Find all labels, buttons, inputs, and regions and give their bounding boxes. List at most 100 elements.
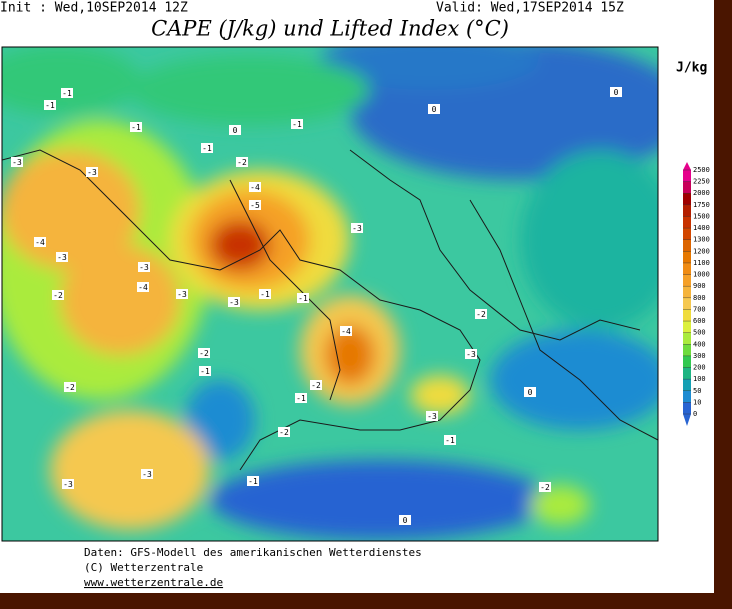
lifted-index-label: -3: [87, 168, 97, 177]
lifted-index-label: -3: [427, 412, 437, 421]
label-box: [278, 427, 290, 437]
label-box: [426, 411, 438, 421]
lifted-index-label: -1: [131, 123, 141, 132]
lifted-index-label: -1: [202, 144, 212, 153]
lifted-index-label: -2: [53, 291, 63, 300]
lifted-index-label: -1: [296, 394, 306, 403]
lifted-index-label: -2: [65, 383, 75, 392]
lifted-index-label: -2: [279, 428, 289, 437]
lifted-index-label: -2: [476, 310, 486, 319]
label-box: [61, 88, 73, 98]
lifted-index-label: 0: [233, 126, 238, 135]
colorbar-label: 700: [693, 305, 706, 313]
label-box: [291, 119, 303, 129]
label-box: [44, 100, 56, 110]
label-box: [249, 182, 261, 192]
label-box: [249, 200, 261, 210]
label-box: [56, 252, 68, 262]
lifted-index-label: -3: [57, 253, 67, 262]
lifted-index-label: -1: [445, 436, 455, 445]
colorbar-segment: [683, 181, 691, 194]
colorbar-segment: [683, 170, 691, 183]
colorbar-label: 600: [693, 317, 706, 325]
map: -1 -1 -1 -1 -1 -2 -3 -3 -4 -5 -3 -4 -3 -3 -4 -2 -3 -3 -1 -1…: [2, 47, 658, 541]
colorbar-segment: [683, 216, 691, 229]
label-box: [428, 104, 440, 114]
colorbar-label: 1400: [693, 224, 710, 232]
colorbar-label: 0: [693, 410, 697, 418]
label-box: [86, 167, 98, 177]
colorbar: 2500225020001750150014001300120011001000…: [683, 162, 710, 426]
colorbar-label: 2500: [693, 166, 710, 174]
lifted-index-label: -3: [142, 470, 152, 479]
colorbar-label: 1200: [693, 247, 710, 255]
footer-link[interactable]: www.wetterzentrale.de: [84, 576, 223, 589]
label-box: [297, 293, 309, 303]
lifted-index-label: 0: [614, 88, 619, 97]
colorbar-label: 400: [693, 340, 706, 348]
lifted-index-label: -1: [200, 367, 210, 376]
label-box: [465, 349, 477, 359]
colorbar-label: 50: [693, 387, 701, 395]
lifted-index-label: -3: [229, 298, 239, 307]
label-box: [62, 479, 74, 489]
label-box: [475, 309, 487, 319]
label-box: [295, 393, 307, 403]
colorbar-segment: [683, 193, 691, 206]
colorbar-label: 10: [693, 398, 701, 406]
colorbar-label: 300: [693, 352, 706, 360]
colorbar-segment: [683, 286, 691, 299]
lifted-index-label: -1: [45, 101, 55, 110]
label-box: [399, 515, 411, 525]
colorbar-cap: [683, 414, 691, 426]
colorbar-label: 100: [693, 375, 706, 383]
label-box: [610, 87, 622, 97]
init-time: Init : Wed,10SEP2014 12Z: [0, 1, 188, 16]
legend-unit: J/kg: [676, 61, 707, 76]
colorbar-label: 1500: [693, 212, 710, 220]
lifted-index-label: -2: [540, 483, 550, 492]
label-box: [236, 157, 248, 167]
colorbar-segment: [683, 262, 691, 276]
label-box: [444, 435, 456, 445]
colorbar-cap: [683, 162, 691, 170]
label-box: [64, 382, 76, 392]
label-box: [11, 157, 23, 167]
colorbar-segment: [683, 332, 691, 345]
label-box: [199, 366, 211, 376]
footer-line: (C) Wetterzentrale: [84, 561, 203, 574]
map-title: CAPE (J/kg) und Lifted Index (°C): [151, 17, 509, 41]
colorbar-segment: [683, 402, 691, 415]
colorbar-segment: [683, 228, 691, 241]
lifted-index-label: -1: [260, 290, 270, 299]
colorbar-label: 2250: [693, 178, 710, 186]
valid-time: Valid: Wed,17SEP2014 15Z: [436, 1, 624, 16]
colorbar-segment: [683, 204, 691, 217]
lifted-index-label: -4: [35, 238, 45, 247]
label-box: [138, 262, 150, 272]
colorbar-label: 200: [693, 364, 706, 372]
lifted-index-label: -3: [352, 224, 362, 233]
lifted-index-label: -2: [311, 381, 321, 390]
footer-line: Daten: GFS-Modell des amerikanischen Wet…: [84, 546, 422, 559]
colorbar-label: 500: [693, 329, 706, 337]
label-box: [310, 380, 322, 390]
colorbar-label: 800: [693, 294, 706, 302]
label-box: [130, 122, 142, 132]
colorbar-label: 1000: [693, 271, 710, 279]
colorbar-segment: [683, 297, 691, 310]
label-box: [524, 387, 536, 397]
label-box: [198, 348, 210, 358]
lifted-index-label: -1: [292, 120, 302, 129]
lifted-index-label: -1: [248, 477, 258, 486]
colorbar-segment: [683, 390, 691, 403]
lifted-index-label: -3: [63, 480, 73, 489]
colorbar-segment: [683, 321, 691, 334]
colorbar-segment: [683, 367, 691, 380]
colorbar-segment: [683, 344, 691, 357]
lifted-index-label: -4: [341, 327, 351, 336]
label-box: [34, 237, 46, 247]
colorbar-label: 1100: [693, 259, 710, 267]
lifted-index-label: -4: [250, 183, 260, 192]
colorbar-segment: [683, 251, 691, 264]
